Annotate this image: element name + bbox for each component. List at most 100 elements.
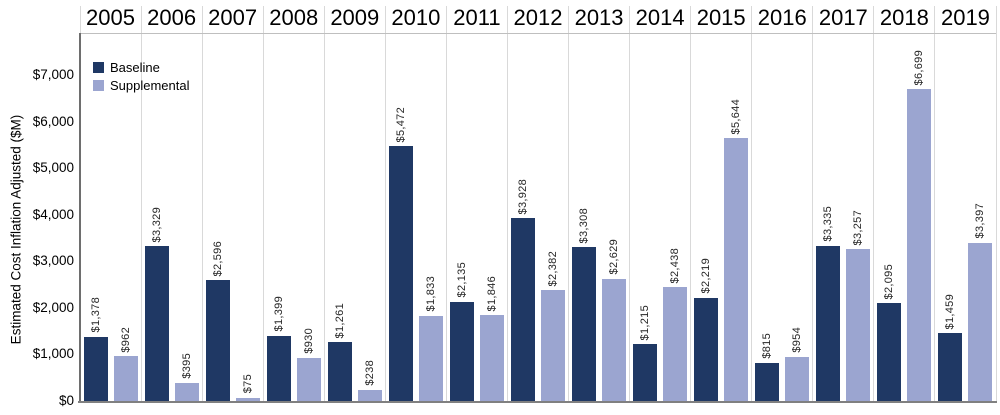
year-label-2017: 2017 (818, 5, 868, 30)
grid-line (262, 6, 264, 401)
year-label-2008: 2008 (269, 5, 319, 30)
bar-supplemental-2009 (357, 389, 382, 401)
grid-line (201, 6, 203, 401)
bar-value-label: $2,382 (547, 250, 559, 287)
bar-baseline-2007 (205, 280, 230, 401)
bar-value-label: $1,459 (944, 293, 957, 330)
year-label-2010: 2010 (391, 5, 441, 30)
year-label-2015: 2015 (696, 5, 746, 30)
bar-baseline-2005 (83, 336, 108, 401)
bar-value-label: $954 (791, 326, 804, 353)
grid-line (934, 6, 936, 401)
bar-baseline-2013 (572, 246, 597, 401)
bar-supplemental-2010 (418, 315, 443, 401)
bar-value-label: $3,335 (822, 206, 835, 242)
bar-value-label: $1,833 (424, 276, 437, 312)
year-label-2009: 2009 (330, 5, 380, 30)
bar-value-label: $2,438 (669, 248, 682, 284)
header-underline (80, 33, 996, 34)
bar-value-label: $1,378 (89, 297, 102, 333)
bar-baseline-2018 (877, 303, 902, 401)
grid-line (812, 6, 814, 401)
y-tick-label: $1,000 (32, 346, 74, 362)
bar-value-label: $2,629 (608, 239, 621, 275)
legend-label: Baseline (110, 60, 160, 75)
legend-swatch-icon (93, 62, 104, 73)
bar-supplemental-2011 (479, 315, 504, 401)
bar-value-label: $962 (119, 326, 132, 353)
bar-value-label: $1,846 (485, 275, 498, 312)
bar-supplemental-2005 (113, 356, 138, 401)
bar-value-label: $2,596 (211, 240, 224, 277)
bar-supplemental-2017 (846, 249, 871, 401)
bar-value-label: $5,644 (730, 98, 743, 135)
bar-supplemental-2008 (296, 357, 321, 401)
bar-value-label: $3,308 (578, 207, 591, 243)
year-label-2019: 2019 (940, 5, 990, 30)
y-tick-label: $4,000 (32, 206, 74, 222)
bar-baseline-2017 (816, 245, 841, 401)
bar-value-label: $3,257 (852, 209, 865, 246)
bar-baseline-2019 (938, 333, 963, 401)
legend-item-supplemental: Supplemental (93, 78, 190, 93)
grid-line (140, 6, 142, 401)
bar-value-label: $2,135 (455, 262, 468, 298)
y-tick-label: $3,000 (32, 253, 74, 269)
y-tick-label: $5,000 (32, 160, 74, 176)
y-tick-label: $2,000 (32, 299, 74, 315)
year-label-2014: 2014 (635, 5, 685, 30)
grid-line (323, 6, 325, 401)
bar-value-label: $1,215 (639, 304, 652, 341)
grid-line (506, 6, 508, 401)
year-label-2018: 2018 (879, 5, 929, 30)
legend-swatch-icon (93, 80, 104, 91)
legend-label: Supplemental (110, 78, 190, 93)
bar-value-label: $3,397 (974, 203, 987, 239)
y-tick-label: $0 (58, 393, 74, 408)
bar-value-label: $3,329 (150, 206, 163, 242)
year-label-2013: 2013 (574, 5, 624, 30)
bar-baseline-2016 (755, 363, 780, 401)
grid-line (751, 6, 753, 401)
bar-value-label: $1,261 (333, 302, 346, 339)
legend: Baseline Supplemental (93, 60, 190, 96)
bar-value-label: $2,095 (883, 263, 896, 300)
grid-line (629, 6, 631, 401)
year-label-2006: 2006 (147, 5, 197, 30)
bar-baseline-2010 (388, 146, 413, 401)
grid-line (568, 6, 570, 401)
bar-value-label: $1,399 (272, 296, 285, 332)
bar-value-label: $930 (302, 328, 315, 354)
grid-line (995, 6, 997, 401)
bar-baseline-2015 (694, 297, 719, 401)
bar-value-label: $238 (363, 360, 376, 386)
bar-supplemental-2014 (663, 287, 688, 401)
y-axis-line (79, 33, 81, 401)
year-label-2016: 2016 (757, 5, 807, 30)
bar-supplemental-2015 (724, 138, 749, 401)
bar-supplemental-2016 (785, 356, 810, 401)
bar-supplemental-2006 (174, 382, 199, 401)
y-axis-title: Estimated Cost Inflation Adjusted ($M) (8, 114, 24, 345)
x-axis-line (78, 401, 997, 403)
bar-value-label: $395 (180, 352, 193, 379)
year-label-2011: 2011 (453, 5, 501, 30)
bar-value-label: $2,219 (700, 258, 713, 294)
grid-line (873, 6, 875, 401)
year-label-2007: 2007 (208, 5, 258, 30)
grid-line (445, 6, 447, 401)
bar-supplemental-2012 (541, 290, 565, 401)
bar-baseline-2014 (633, 344, 658, 401)
bar-supplemental-2007 (235, 397, 260, 401)
bar-value-label: $3,928 (517, 178, 529, 215)
year-label-2012: 2012 (513, 5, 563, 30)
grid-line (690, 6, 692, 401)
bar-value-label: $815 (761, 333, 774, 360)
bar-baseline-2011 (449, 301, 474, 401)
legend-item-baseline: Baseline (93, 60, 190, 75)
bar-value-label: $75 (241, 374, 254, 394)
bar-value-label: $6,699 (913, 49, 926, 86)
bar-baseline-2008 (266, 335, 291, 401)
y-tick-label: $6,000 (32, 113, 74, 129)
bar-baseline-2012 (511, 218, 535, 401)
